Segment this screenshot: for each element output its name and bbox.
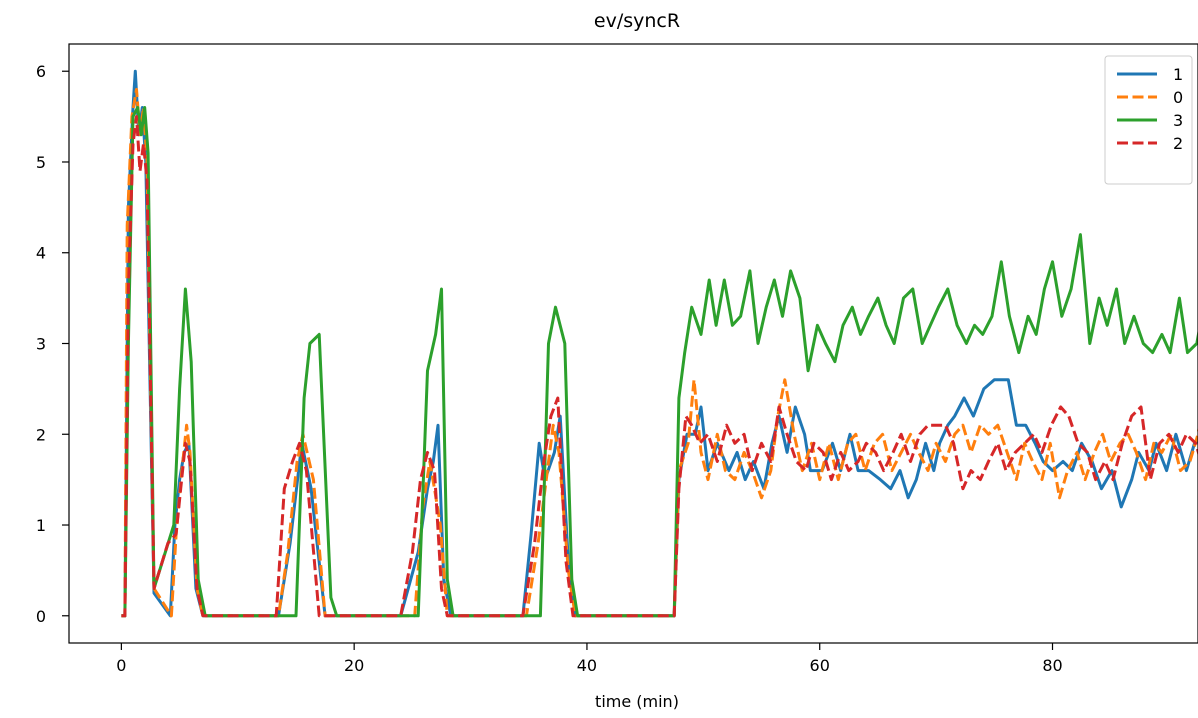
x-tick-label: 0 <box>116 656 126 675</box>
y-tick-label: 3 <box>36 335 46 354</box>
series-layer <box>121 69 1198 618</box>
x-axis-label: time (min) <box>595 692 679 711</box>
series-line-0 <box>121 87 1198 618</box>
legend-label-2: 2 <box>1173 134 1183 153</box>
series-line-3 <box>121 106 1198 618</box>
legend-label-0: 0 <box>1173 88 1183 107</box>
legend-label-1: 1 <box>1173 65 1183 84</box>
legend: 1 0 3 2 <box>1104 55 1193 185</box>
series-line-2 <box>121 115 1198 618</box>
x-tick-label: 80 <box>1042 656 1062 675</box>
ticks-layer: 0 20 40 60 80 0 1 2 3 4 5 6 <box>36 62 1063 675</box>
y-tick-label: 6 <box>36 62 46 81</box>
legend-label-3: 3 <box>1173 111 1183 130</box>
y-tick-label: 1 <box>36 516 46 535</box>
x-tick-label: 20 <box>344 656 364 675</box>
chart-title: ev/syncR <box>594 10 680 32</box>
y-tick-label: 0 <box>36 607 46 626</box>
y-tick-label: 4 <box>36 244 46 263</box>
x-tick-label: 40 <box>577 656 597 675</box>
x-tick-label: 60 <box>810 656 830 675</box>
y-tick-label: 5 <box>36 153 46 172</box>
y-tick-label: 2 <box>36 425 46 444</box>
